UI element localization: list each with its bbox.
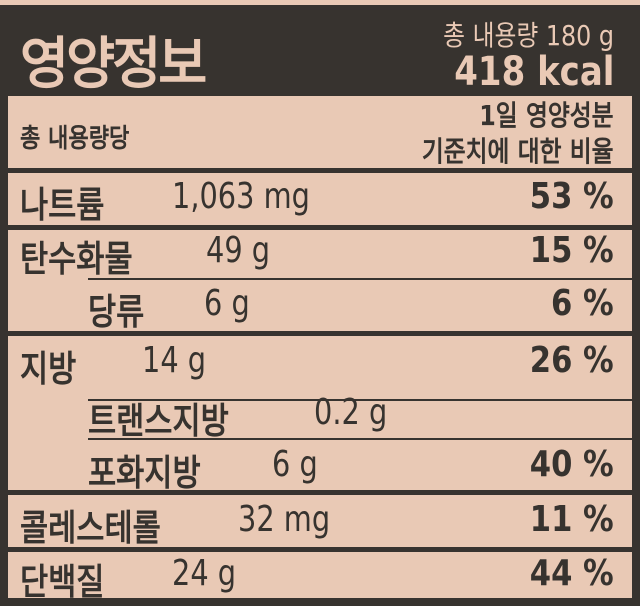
nutrient-amount: 24 g	[172, 553, 237, 594]
dv-line-2: 기준치에 대한 비율	[422, 135, 614, 168]
divider	[8, 547, 632, 552]
nutrient-name: 트랜스지방	[88, 401, 229, 442]
nutrient-amount: 32 mg	[238, 499, 331, 540]
nutrient-percent: 15 %	[530, 230, 614, 271]
nutrient-percent: 40 %	[530, 444, 614, 485]
total-amount: 총 내용량 180 g	[443, 19, 614, 52]
nutrient-amount: 14 g	[142, 340, 207, 381]
nutrient-name: 지방	[20, 349, 77, 390]
nutrient-name: 포화지방	[88, 453, 201, 494]
nutrient-name: 탄수화물	[20, 239, 133, 280]
nutrient-amount: 6 g	[204, 283, 250, 324]
nutrient-name: 나트륨	[20, 185, 105, 226]
nutrient-percent: 53 %	[530, 176, 614, 217]
dv-line-1: 1일 영양성분	[479, 99, 614, 132]
nutrient-amount: 6 g	[272, 444, 318, 485]
per-total-label: 총 내용량당	[20, 124, 130, 154]
nutrient-percent: 44 %	[530, 553, 614, 594]
nutrition-label	[0, 5, 640, 606]
nutrient-name: 단백질	[20, 562, 105, 603]
nutrient-name: 당류	[88, 292, 145, 333]
divider	[8, 168, 632, 173]
divider	[8, 331, 632, 336]
divider	[8, 490, 632, 495]
nutrient-percent: 26 %	[530, 340, 614, 381]
label-title: 영양정보	[20, 32, 207, 97]
nutrient-amount: 0.2 g	[314, 392, 388, 433]
label-header: 영양정보 총 내용량 180 g 418 kcal	[0, 5, 640, 97]
calories: 418 kcal	[453, 49, 614, 95]
nutrient-percent: 11 %	[530, 499, 614, 540]
divider	[88, 278, 632, 280]
nutrient-name: 콜레스테롤	[20, 508, 161, 549]
divider	[88, 438, 632, 440]
divider	[88, 399, 632, 401]
nutrient-amount: 1,063 mg	[172, 176, 310, 217]
daily-value-header: 1일 영양성분 기준치에 대한 비율	[422, 98, 614, 170]
nutrient-amount: 49 g	[206, 230, 271, 271]
divider	[8, 225, 632, 230]
nutrient-percent: 6 %	[551, 283, 614, 324]
